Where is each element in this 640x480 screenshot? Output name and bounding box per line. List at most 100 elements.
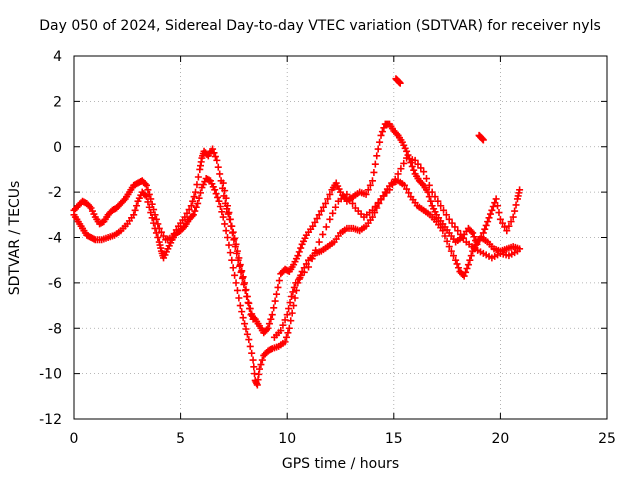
- data-point: [282, 333, 290, 341]
- data-point: [219, 213, 227, 221]
- data-point: [453, 260, 461, 268]
- data-point: [449, 252, 457, 260]
- data-point: [285, 324, 293, 332]
- data-point: [213, 156, 221, 164]
- data-point: [212, 190, 220, 198]
- data-point: [397, 165, 405, 173]
- data-point: [509, 213, 517, 221]
- data-point: [236, 261, 244, 269]
- data-point: [370, 168, 378, 176]
- data-point: [86, 202, 94, 210]
- x-tick-label: 5: [176, 431, 185, 447]
- data-point: [437, 202, 445, 210]
- data-point: [242, 286, 250, 294]
- data-point: [324, 195, 332, 203]
- data-point: [374, 199, 382, 207]
- data-point: [287, 292, 295, 300]
- data-point: [443, 237, 451, 245]
- data-point: [218, 208, 226, 216]
- x-tick-label: 15: [385, 431, 403, 447]
- data-point: [221, 220, 229, 228]
- data-point: [513, 247, 521, 255]
- data-point: [368, 213, 376, 221]
- data-point: [267, 315, 275, 323]
- data-point: [349, 199, 357, 207]
- data-point: [373, 152, 381, 160]
- data-point: [494, 202, 502, 210]
- data-point: [160, 232, 168, 240]
- data-point: [142, 181, 150, 189]
- data-point: [475, 237, 483, 245]
- data-point: [486, 210, 494, 218]
- data-point: [148, 200, 156, 208]
- data-point: [243, 330, 251, 338]
- data-point: [467, 252, 475, 260]
- data-point: [271, 297, 279, 305]
- data-point: [403, 185, 411, 193]
- data-point: [154, 234, 162, 241]
- data-point: [290, 283, 298, 291]
- data-point: [391, 175, 399, 183]
- data-point: [448, 219, 456, 227]
- data-points: [70, 75, 524, 389]
- data-point: [168, 234, 176, 241]
- data-point: [181, 213, 189, 221]
- data-point: [222, 227, 230, 235]
- data-point: [284, 329, 292, 337]
- data-point: [346, 195, 354, 203]
- data-point: [309, 222, 317, 230]
- data-point: [183, 209, 191, 217]
- data-point: [231, 234, 239, 242]
- y-tick-label: 0: [53, 140, 62, 156]
- data-point: [243, 292, 251, 300]
- data-point: [295, 248, 303, 256]
- data-point: [292, 279, 300, 287]
- data-point: [257, 361, 265, 369]
- data-point: [516, 186, 524, 194]
- data-point: [288, 309, 296, 317]
- data-point: [322, 223, 330, 231]
- data-point: [373, 204, 381, 212]
- plot-frame: [73, 55, 608, 420]
- data-point: [187, 202, 195, 210]
- x-tick-label: 20: [491, 431, 509, 447]
- data-point: [151, 211, 159, 219]
- data-point: [386, 186, 394, 194]
- data-point: [305, 263, 313, 271]
- data-point: [374, 145, 382, 153]
- data-point: [479, 229, 487, 237]
- data-point: [394, 170, 402, 178]
- data-point: [214, 163, 222, 171]
- data-point: [332, 203, 340, 211]
- data-point: [221, 187, 229, 195]
- data-point: [154, 220, 162, 228]
- data-point: [477, 233, 485, 241]
- data-point: [420, 168, 428, 176]
- data-point: [219, 179, 227, 187]
- data-point: [364, 186, 372, 194]
- data-point: [246, 305, 254, 313]
- data-point: [460, 272, 468, 280]
- data-point: [326, 190, 334, 198]
- data-point: [312, 246, 320, 254]
- data-point: [236, 302, 244, 310]
- data-point: [362, 190, 370, 198]
- data-point: [209, 145, 217, 153]
- data-point: [144, 186, 152, 194]
- data-point: [188, 212, 196, 220]
- data-point: [496, 215, 504, 223]
- data-point: [225, 209, 233, 217]
- data-point: [190, 193, 198, 201]
- data-point: [322, 199, 330, 207]
- x-tick-label: 25: [598, 431, 616, 447]
- y-tick-label: -12: [39, 412, 62, 428]
- data-point: [484, 218, 492, 226]
- data-point: [231, 271, 239, 279]
- data-point: [388, 181, 396, 189]
- data-point: [291, 294, 299, 302]
- data-point: [368, 206, 376, 214]
- data-point: [403, 147, 411, 155]
- data-point: [194, 199, 202, 207]
- data-point: [425, 181, 433, 189]
